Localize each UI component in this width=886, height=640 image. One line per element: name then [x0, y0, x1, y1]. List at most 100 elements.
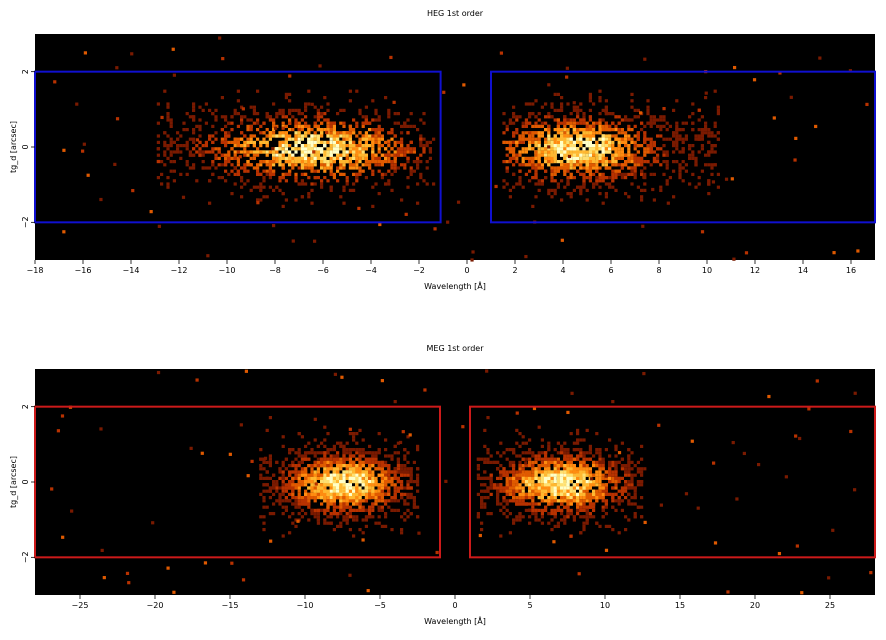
event-pixel — [256, 122, 259, 125]
event-pixel — [173, 150, 176, 153]
background-event-pixel — [561, 239, 564, 242]
event-pixel — [246, 125, 249, 128]
event-pixel — [186, 144, 189, 147]
event-pixel — [528, 163, 531, 166]
event-pixel — [371, 496, 374, 499]
event-pixel — [266, 115, 269, 118]
event-pixel — [339, 131, 342, 134]
event-pixel — [266, 483, 269, 486]
background-event-pixel — [732, 258, 735, 261]
event-pixel — [576, 512, 579, 515]
event-pixel — [512, 173, 515, 176]
event-pixel — [304, 483, 307, 486]
event-pixel — [307, 486, 310, 489]
event-pixel — [342, 138, 345, 141]
event-pixel — [320, 157, 323, 160]
event-pixel — [582, 115, 585, 118]
event-pixel — [320, 464, 323, 467]
event-pixel — [611, 128, 614, 131]
event-pixel — [214, 109, 217, 112]
event-pixel — [630, 477, 633, 480]
event-pixel — [234, 182, 237, 185]
event-pixel — [173, 141, 176, 144]
event-pixel — [352, 477, 355, 480]
event-pixel — [314, 163, 317, 166]
event-pixel — [710, 173, 713, 176]
event-pixel — [634, 134, 637, 137]
event-pixel — [234, 112, 237, 115]
event-pixel — [614, 157, 617, 160]
event-pixel — [634, 147, 637, 150]
event-pixel — [358, 451, 361, 454]
event-pixel — [576, 131, 579, 134]
event-pixel — [634, 464, 637, 467]
event-pixel — [330, 493, 333, 496]
event-pixel — [381, 461, 384, 464]
event-pixel — [317, 451, 320, 454]
event-pixel — [259, 163, 262, 166]
event-pixel — [544, 506, 547, 509]
event-pixel — [262, 496, 265, 499]
event-pixel — [701, 147, 704, 150]
event-pixel — [701, 170, 704, 173]
event-pixel — [602, 160, 605, 163]
event-pixel — [618, 163, 621, 166]
event-pixel — [557, 186, 560, 189]
x-tick-label: −6 — [317, 266, 329, 275]
event-pixel — [394, 150, 397, 153]
event-pixel — [403, 147, 406, 150]
event-pixel — [330, 502, 333, 505]
event-pixel — [310, 170, 313, 173]
event-pixel — [346, 131, 349, 134]
event-pixel — [221, 96, 224, 99]
event-pixel — [186, 147, 189, 150]
event-pixel — [640, 160, 643, 163]
event-pixel — [294, 118, 297, 121]
event-pixel — [224, 144, 227, 147]
event-pixel — [269, 131, 272, 134]
event-pixel — [291, 163, 294, 166]
event-pixel — [346, 499, 349, 502]
event-pixel — [528, 134, 531, 137]
event-pixel — [550, 470, 553, 473]
event-pixel — [403, 464, 406, 467]
event-pixel — [256, 138, 259, 141]
event-pixel — [278, 467, 281, 470]
event-pixel — [189, 154, 192, 157]
background-event-pixel — [387, 140, 390, 143]
event-pixel — [397, 147, 400, 150]
background-event-pixel — [393, 101, 396, 104]
event-pixel — [358, 464, 361, 467]
event-pixel — [301, 147, 304, 150]
event-pixel — [336, 458, 339, 461]
event-pixel — [675, 131, 678, 134]
event-pixel — [346, 150, 349, 153]
event-pixel — [627, 138, 630, 141]
event-pixel — [518, 518, 521, 521]
event-pixel — [336, 470, 339, 473]
event-pixel — [368, 470, 371, 473]
event-pixel — [563, 157, 566, 160]
event-pixel — [534, 458, 537, 461]
event-pixel — [320, 141, 323, 144]
event-pixel — [294, 157, 297, 160]
event-pixel — [278, 179, 281, 182]
event-pixel — [298, 122, 301, 125]
event-pixel — [400, 493, 403, 496]
event-pixel — [275, 499, 278, 502]
event-pixel — [525, 157, 528, 160]
event-pixel — [483, 496, 486, 499]
event-pixel — [589, 109, 592, 112]
event-pixel — [339, 509, 342, 512]
event-pixel — [653, 198, 656, 201]
event-pixel — [544, 157, 547, 160]
event-pixel — [224, 138, 227, 141]
event-pixel — [579, 166, 582, 169]
event-pixel — [326, 470, 329, 473]
event-pixel — [362, 147, 365, 150]
event-pixel — [598, 122, 601, 125]
event-pixel — [541, 166, 544, 169]
event-pixel — [326, 509, 329, 512]
event-pixel — [531, 102, 534, 105]
event-pixel — [352, 490, 355, 493]
